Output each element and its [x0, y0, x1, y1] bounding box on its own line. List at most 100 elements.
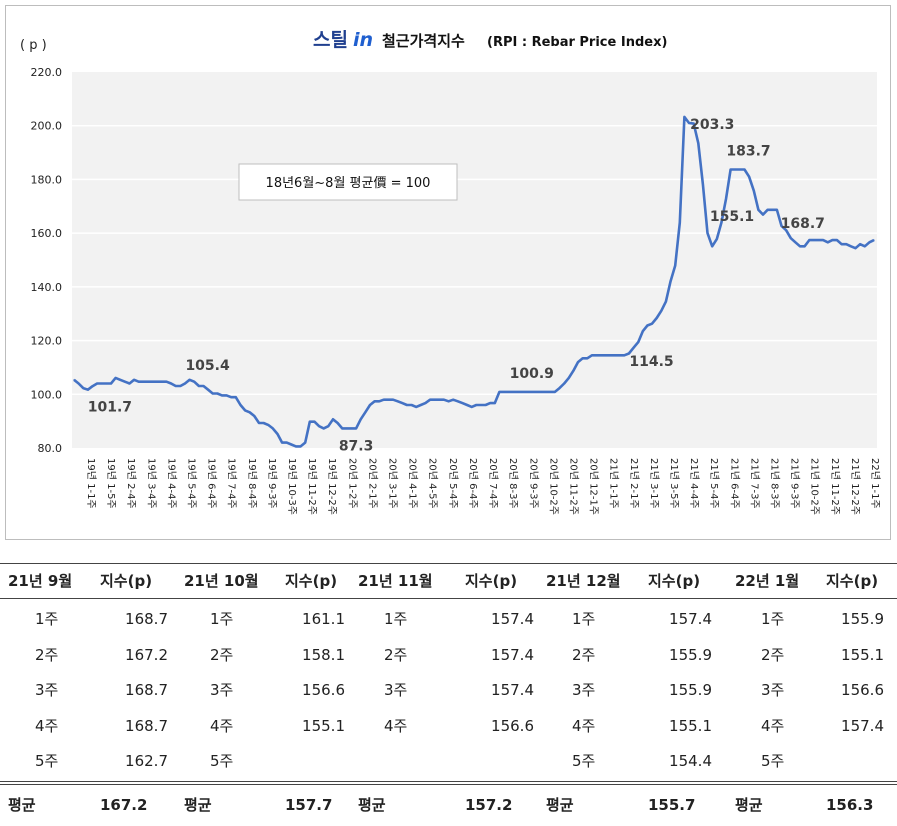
data-point — [309, 421, 311, 423]
plot-area — [72, 72, 877, 448]
data-point — [859, 243, 861, 245]
table-footer-col-4: 157.7 — [285, 796, 333, 814]
data-point — [471, 406, 473, 408]
table-row-4-col-3: 4주 — [210, 716, 234, 735]
data-point — [193, 381, 195, 383]
data-point — [341, 427, 343, 429]
table-row-1-col-8: 157.4 — [669, 610, 712, 628]
data-point — [526, 391, 528, 393]
data-point — [290, 443, 292, 446]
data-point — [378, 400, 380, 402]
data-point — [457, 400, 459, 402]
data-point — [429, 399, 431, 401]
table-row-3-col-7: 3주 — [572, 681, 596, 699]
data-point — [591, 354, 593, 356]
table-row-5-col-1: 5주 — [35, 752, 59, 770]
data-point — [605, 354, 607, 356]
data-point — [480, 404, 482, 406]
data-point — [813, 239, 815, 241]
table-row-3-col-1: 3주 — [35, 681, 59, 699]
y-tick-label: 140.0 — [31, 281, 63, 294]
table-footer-col-8: 155.7 — [648, 796, 696, 814]
data-point — [827, 241, 829, 243]
data-labels: 101.7 105.4 87.3 100.9 114.5 203.3 155.1 183.7 1… — [88, 6, 890, 454]
data-point — [485, 404, 487, 406]
series-layer — [73, 115, 875, 448]
table-row: 2주 167.2 2주 158.1 2주 157.4 2주 155.9 2주 155.1 — [0, 640, 897, 670]
data-point — [503, 391, 505, 393]
table-row-4-col-6: 156.6 — [491, 716, 534, 735]
data-point — [790, 237, 792, 239]
data-point — [697, 142, 699, 144]
data-point — [734, 168, 736, 171]
table-footer-row: 평균 167.2 평균 157.7 평균 157.2 평균 155.7 평균 156.3 — [0, 790, 897, 820]
data-point — [582, 357, 584, 359]
data-point — [558, 387, 561, 389]
data-point — [235, 396, 237, 398]
table-footer-col-3: 평균 — [184, 796, 212, 814]
data-point — [249, 411, 251, 413]
data-point — [96, 382, 98, 385]
table-header-col-8: 지수(p) — [648, 572, 701, 590]
data-point — [817, 239, 820, 241]
table-row-2-col-2: 167.2 — [125, 645, 168, 664]
data-point — [202, 385, 205, 387]
data-point — [383, 399, 385, 401]
x-tick-label: 20년 2-1주 — [366, 458, 378, 509]
data-point — [124, 381, 126, 383]
x-tick-label: 20년 11-2주 — [567, 458, 579, 515]
x-tick-label: 19년 6-4주 — [206, 458, 218, 509]
data-point — [517, 391, 519, 393]
table-header-col-2: 지수(p) — [100, 572, 153, 590]
table-header-col-5: 21년 11월 — [358, 572, 433, 590]
table-row-2-col-1: 2주 — [35, 645, 59, 664]
table-row: 4주 168.7 4주 155.1 4주 156.6 4주 155.1 4주 157.4 — [0, 711, 897, 741]
data-point — [147, 381, 149, 383]
data-point — [799, 245, 801, 247]
data-point — [531, 391, 533, 393]
data-point — [767, 209, 769, 211]
data-point — [387, 399, 390, 401]
data-point — [415, 406, 417, 408]
data-point — [401, 402, 403, 404]
data-label: 155.1 — [873, 6, 890, 10]
data-point — [628, 352, 630, 355]
data-point — [318, 425, 320, 427]
data-point — [794, 241, 797, 243]
data-label: 105.4 — [185, 358, 230, 374]
table-row-3-col-8: 155.9 — [669, 681, 712, 699]
data-point — [138, 381, 140, 383]
data-point — [619, 354, 621, 356]
data-point — [105, 382, 107, 385]
data-point — [207, 389, 209, 391]
data-point — [632, 347, 635, 349]
brand-logo-in: in — [353, 29, 373, 51]
data-point — [693, 123, 695, 125]
data-point — [461, 402, 463, 404]
x-tick-label: 21년 10-2주 — [809, 458, 821, 515]
data-point — [614, 354, 616, 356]
table-row-4-col-1: 4주 — [35, 716, 59, 735]
data-point — [295, 445, 297, 447]
data-point — [434, 399, 436, 401]
x-tick-label: 19년 8-4주 — [246, 458, 258, 509]
table-row: 5주 162.7 5주 5주 154.4 5주 — [0, 746, 897, 776]
data-point — [286, 442, 288, 444]
data-point — [304, 442, 306, 444]
data-point — [397, 400, 399, 402]
data-point — [161, 381, 163, 383]
data-point — [688, 122, 690, 124]
table-row-1-col-2: 168.7 — [125, 610, 168, 628]
table-header-col-1: 21년 9월 — [8, 572, 73, 590]
data-point — [660, 310, 662, 312]
data-point — [170, 382, 172, 385]
data-point — [165, 381, 168, 383]
data-point — [739, 168, 741, 171]
data-point — [179, 385, 181, 387]
data-label: 155.1 — [710, 209, 754, 225]
table-row-2-col-4: 158.1 — [302, 645, 345, 664]
table-row-5-col-2: 162.7 — [125, 752, 168, 770]
data-point — [327, 425, 329, 427]
data-point — [110, 382, 112, 385]
table-header-row: 21년 9월 지수(p) 21년 10월 지수(p) 21년 11월 지수(p) 21년 1… — [0, 566, 897, 596]
